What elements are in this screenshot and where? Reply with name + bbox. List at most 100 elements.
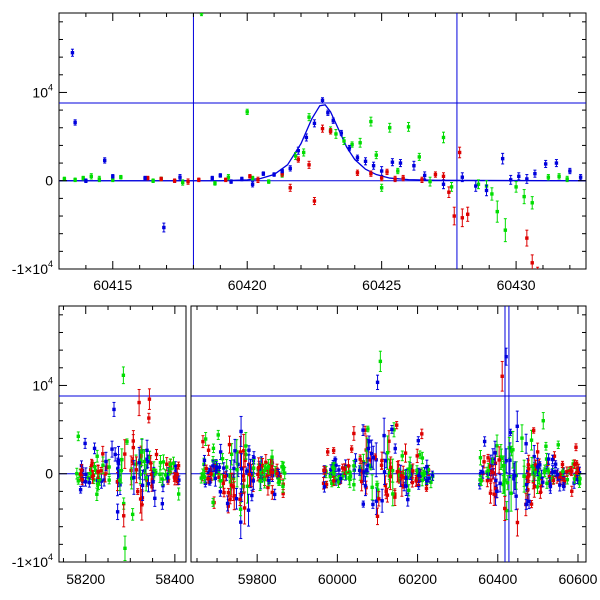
top-red-point-13 [320,124,325,133]
top-blue-point-14 [272,172,276,177]
bottom-blue-point-3-113-marker [508,458,512,462]
bottom-blue-point-2-146-marker [390,427,394,432]
bottom-blue-point-2-119 [382,417,386,454]
top-blue-point-16 [288,165,292,172]
bottom-blue-point-1-86 [247,445,251,456]
bottom-blue-point-3-119-marker [535,465,540,469]
bottom-red-point-1-145 [227,435,232,454]
top-red-point-14 [328,128,333,135]
bottom-red-point-1-106-marker [223,474,227,479]
bottom-red-point-0-100-marker [78,472,83,476]
bottom-green-point-0-84-marker [107,465,111,469]
top-green-point-32-marker [428,179,432,184]
top-green-point-38 [495,200,499,223]
top-blue-point-14-marker [272,172,276,177]
top-red-point-14-marker [328,129,333,133]
bottom-blue-point-2-164 [369,439,374,468]
bottom-red-point-1-130 [242,466,246,494]
top-green-point-26 [374,151,378,160]
bottom-red-point-0-103-marker [80,478,84,482]
bottom-green-point-2-162 [422,470,427,477]
bottom-red-point-1-22 [242,491,247,525]
bottom-red-point-0-133-marker [136,489,140,494]
bottom-green-point-0-138-marker [158,472,162,477]
bottom-green-point-2-159 [331,462,335,473]
bottom-green-point-3-48-marker [565,477,570,482]
top-blue-point-43 [554,159,559,168]
bottom-blue-point-3-152-marker [493,451,497,455]
bottom-green-point-0-51-marker [158,460,163,465]
top-y-tick-label: -1×104 [12,259,53,277]
bottom-red-point-1-109-marker [221,481,226,486]
bottom-blue-point-3-68-marker [562,484,566,489]
bottom-green-point-1-141 [244,432,248,460]
top-green-point-41-marker [522,194,526,199]
bottom-green-point-0-93-marker [76,479,81,483]
bottom-red-point-2-148-marker [410,480,415,485]
top-blue-point-39 [517,172,521,181]
bottom-red-point-2-154 [352,426,356,441]
top-x-tick-label: 60415 [93,277,132,293]
bottom-red-point-1-19 [222,487,226,498]
bottom-green-point-0-129-marker [118,478,122,482]
bottom-red-point-1-94-marker [217,475,221,479]
bottom-blue-point-3-128 [553,466,557,477]
bottom-green-point-0-138 [158,465,162,483]
top-green-point-21-marker [334,132,338,136]
bottom-green-point-3-135-marker [545,481,549,486]
bottom-red-point-3-127-marker [488,491,493,495]
bottom-green-point-3-54-marker [546,469,550,473]
bottom-red-point-2-151-marker [395,423,399,427]
bottom-blue-point-0-80 [173,461,177,471]
top-green-point-19 [307,113,311,122]
bottom-green-point-3-36 [507,436,512,459]
bottom-green-point-1-138-marker [203,437,208,441]
top-red-point-9-marker [288,186,292,190]
top-red-point-0-marker [146,176,150,180]
bottom-blue-point-3-107-marker [538,463,542,467]
bottom-green-point-2-81-marker [407,488,411,492]
bottom-red-point-2-52-marker [340,466,345,470]
bottom-blue-point-2-113-marker [382,470,387,474]
top-green-point-31 [417,152,421,161]
bottom-green-point-3-81 [478,450,483,466]
bottom-green-point-1-54-marker [228,474,232,479]
bottom-green-point-0-12 [125,438,129,445]
bottom-green-point-1-51 [211,443,216,454]
top-blue-point-39-marker [517,174,521,179]
bottom-red-point-2-115-marker [389,465,393,470]
top-green-point-7-marker [151,179,155,183]
top-blue-point-15 [280,168,284,174]
bottom-red-point-0-94-marker [129,468,133,473]
bottom-red-point-3-148 [574,460,579,467]
bottom-blue-point-0-107-marker [151,480,155,484]
bottom-red-point-2-10-marker [380,458,384,463]
bottom-blue-point-2-35-marker [367,439,371,444]
bottom-blue-point-3-128-marker [553,469,557,474]
bottom-red-point-2-82-marker [349,447,354,451]
bottom-green-point-2-141-marker [352,464,356,468]
top-blue-point-10-marker [229,179,233,184]
bottom-red-point-0-43 [123,439,127,469]
top-red-point-20-marker [401,176,405,180]
bottom-green-point-3-21-marker [520,436,524,440]
top-green-point-27 [379,183,384,192]
bottom-blue-point-2-125 [362,462,366,482]
bottom-blue-point-2-155-marker [361,502,365,506]
bottom-red-point-2-70-marker [379,463,384,467]
bottom-blue-point-0-122 [113,447,117,462]
top-y-tick-label: 104 [32,82,53,100]
bottom-blue-point-2-113 [382,458,387,485]
bottom-blue-point-2-128 [393,443,397,454]
bottom-green-point-0-108-marker [168,462,173,466]
bottom-red-point-2-166-marker [395,470,400,474]
bottom-green-point-1-84-marker [262,477,267,482]
bottom-green-point-0-111-marker [93,468,98,472]
bottom-green-point-0-42 [123,535,127,562]
bottom-green-point-3-18 [556,440,560,450]
top-blue-point-5 [143,175,147,181]
bottom-green-point-0-78-marker [152,472,156,477]
bottom-red-point-3-46-marker [547,475,552,479]
bottom-green-point-1-72-marker [245,484,250,489]
bottom-red-point-0-91 [90,459,94,467]
